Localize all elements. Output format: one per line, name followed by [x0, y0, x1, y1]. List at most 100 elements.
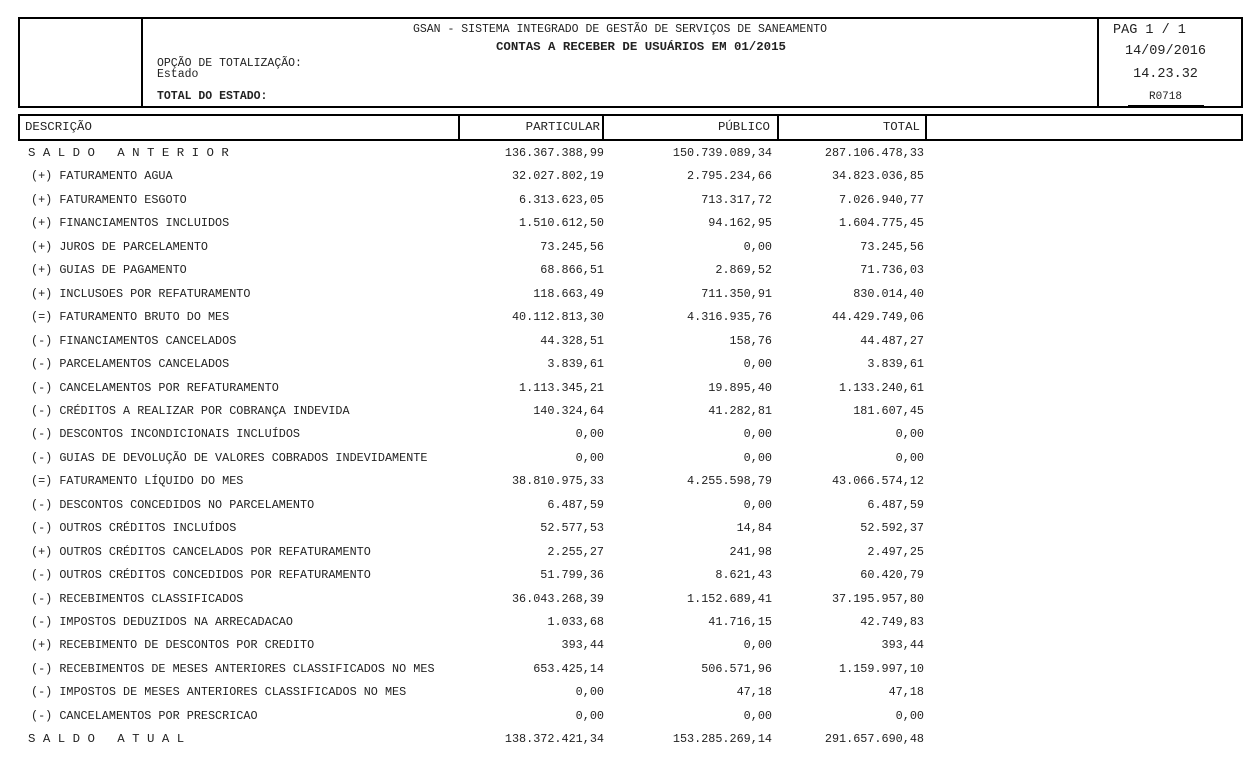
row-value: 291.657.690,48 [824, 732, 924, 747]
row-value: 51.799,36 [540, 568, 604, 583]
row-value: 43.066.574,12 [831, 474, 924, 489]
row-value: 0,00 [575, 450, 604, 465]
row-value: 94.162,95 [708, 216, 772, 231]
row-value: 47,18 [888, 685, 924, 700]
row-value: 1.113.345,21 [519, 380, 604, 395]
row-value: 3.839,61 [867, 357, 924, 372]
row-value: 0,00 [743, 450, 772, 465]
row-value: 653.425,14 [533, 661, 604, 676]
column-header: PARTICULAR [525, 120, 600, 134]
row-description: S A L D O A T U A L [28, 732, 185, 747]
row-value: 3.839,61 [547, 357, 604, 372]
row-value: 6.487,59 [867, 497, 924, 512]
report-code: R0718 [1148, 91, 1182, 103]
row-value: 2.497,25 [867, 544, 924, 559]
row-value: 19.895,40 [708, 380, 772, 395]
row-value: 34.823.036,85 [831, 169, 924, 184]
row-description: (+) RECEBIMENTO DE DESCONTOS POR CREDITO [31, 638, 315, 653]
column-header: PÚBLICO [717, 120, 770, 134]
row-description: (-) GUIAS DE DEVOLUÇÃO DE VALORES COBRAD… [31, 450, 428, 465]
row-value: 150.739.089,34 [672, 146, 772, 160]
row-value: 393,44 [881, 638, 924, 653]
row-value: 52.577,53 [540, 521, 604, 536]
row-value: 0,00 [743, 497, 772, 512]
row-value: 47,18 [736, 685, 772, 700]
row-description: (=) FATURAMENTO LÍQUIDO DO MES [31, 474, 244, 489]
row-value: 38.810.975,33 [511, 474, 604, 489]
row-value: 0,00 [895, 450, 924, 465]
row-value: 0,00 [743, 427, 772, 442]
row-value: 6.487,59 [547, 497, 604, 512]
total-label: TOTAL DO ESTADO: [157, 90, 268, 103]
row-value: 36.043.268,39 [511, 591, 604, 606]
row-value: 73.245,56 [860, 239, 924, 254]
row-value: 1.152.689,41 [687, 591, 772, 606]
row-description: (-) IMPOSTOS DEDUZIDOS NA ARRECADACAO [31, 615, 293, 629]
row-value: 4.255.598,79 [687, 474, 772, 489]
system-name: GSAN - SISTEMA INTEGRADO DE GESTÃO DE SE… [412, 23, 828, 36]
column-header-box [18, 114, 1243, 141]
row-value: 0,00 [743, 357, 772, 372]
row-value: 73.245,56 [540, 239, 604, 254]
row-value: 68.866,51 [540, 263, 604, 278]
option-label: OPÇÃO DE TOTALIZAÇÃO: [157, 57, 302, 70]
row-value: 140.324,64 [533, 403, 604, 418]
row-description: (+) FATURAMENTO AGUA [31, 169, 173, 184]
row-description: (+) JUROS DE PARCELAMENTO [31, 239, 208, 254]
row-value: 52.592,37 [860, 521, 924, 536]
row-value: 0,00 [743, 239, 772, 254]
row-value: 60.420,79 [860, 568, 924, 583]
row-description: (-) FINANCIAMENTOS CANCELADOS [31, 333, 237, 348]
option-value: Estado [157, 68, 199, 81]
report-title: CONTAS A RECEBER DE USUÁRIOS EM 01/2015 [496, 40, 786, 54]
row-value: 6.313.623,05 [519, 192, 604, 207]
row-description: (-) PARCELAMENTOS CANCELADOS [31, 357, 230, 372]
row-value: 0,00 [575, 708, 604, 723]
row-description: (+) INCLUSOES POR REFATURAMENTO [31, 286, 251, 301]
column-header: DESCRIÇÃO [25, 120, 92, 134]
row-value: 44.429.749,06 [831, 310, 924, 325]
row-value: 0,00 [575, 427, 604, 442]
row-value: 287.106.478,33 [824, 146, 924, 160]
row-description: (-) RECEBIMENTOS CLASSIFICADOS [31, 591, 244, 606]
row-description: (-) DESCONTOS INCONDICIONAIS INCLUÍDOS [31, 427, 301, 442]
row-value: 136.367.388,99 [504, 146, 604, 160]
page-number: PAG 1 / 1 [1113, 23, 1186, 38]
row-value: 0,00 [743, 638, 772, 653]
row-value: 41.716,15 [708, 615, 772, 629]
row-description: (-) DESCONTOS CONCEDIDOS NO PARCELAMENTO [31, 497, 315, 512]
row-description: (+) GUIAS DE PAGAMENTO [31, 263, 187, 278]
row-description: (-) IMPOSTOS DE MESES ANTERIORES CLASSIF… [31, 685, 407, 700]
row-value: 241,98 [729, 544, 772, 559]
row-value: 44.328,51 [540, 333, 604, 348]
row-value: 44.487,27 [860, 333, 924, 348]
row-description: S A L D O A N T E R I O R [28, 146, 229, 160]
row-description: (-) OUTROS CRÉDITOS INCLUÍDOS [31, 521, 237, 536]
row-value: 138.372.421,34 [504, 732, 604, 747]
row-value: 118.663,49 [533, 286, 604, 301]
time: 14.23.32 [1133, 67, 1198, 82]
row-value: 37.195.957,80 [831, 591, 924, 606]
row-value: 713.317,72 [701, 192, 772, 207]
row-value: 711.350,91 [701, 286, 772, 301]
row-value: 153.285.269,14 [672, 732, 772, 747]
row-value: 14,84 [736, 521, 772, 536]
row-value: 2.869,52 [715, 263, 772, 278]
row-value: 393,44 [561, 638, 604, 653]
row-value: 0,00 [895, 708, 924, 723]
row-value: 1.033,68 [547, 615, 604, 629]
date: 14/09/2016 [1124, 44, 1206, 59]
row-description: (-) RECEBIMENTOS DE MESES ANTERIORES CLA… [31, 661, 435, 676]
row-value: 1.604.775,45 [839, 216, 924, 231]
row-value: 0,00 [895, 427, 924, 442]
row-description: (-) CANCELAMENTOS POR REFATURAMENTO [31, 380, 279, 395]
header-box [18, 17, 1243, 108]
row-value: 71.736,03 [860, 263, 924, 278]
header-divider [141, 17, 1099, 108]
row-description: (-) OUTROS CRÉDITOS CONCEDIDOS POR REFAT… [31, 568, 371, 583]
column-divider [777, 114, 927, 141]
row-value: 2.795.234,66 [687, 169, 772, 184]
column-divider [458, 114, 604, 141]
row-value: 0,00 [743, 708, 772, 723]
row-value: 0,00 [575, 685, 604, 700]
